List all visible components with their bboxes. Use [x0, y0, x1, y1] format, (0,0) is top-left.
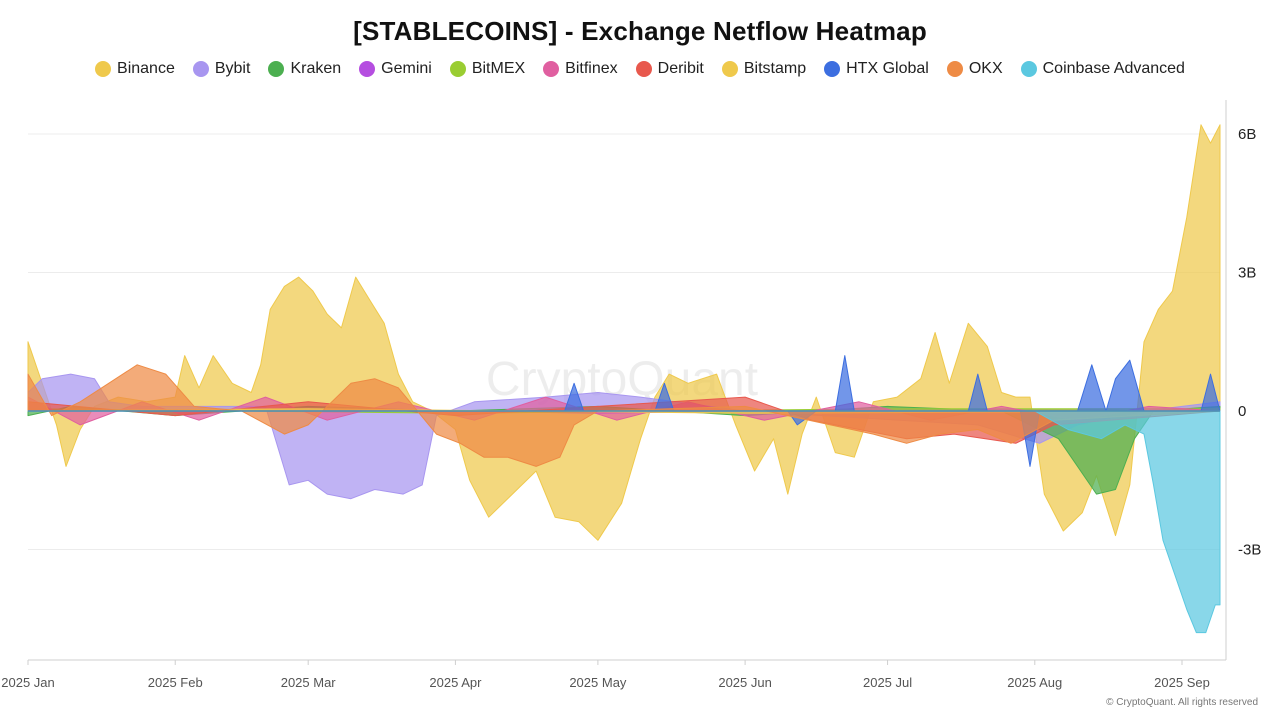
- legend-label: Binance: [117, 60, 175, 77]
- x-tick-label: 2025 Jan: [1, 675, 55, 690]
- legend-item-coinbase-advanced[interactable]: Coinbase Advanced: [1020, 60, 1185, 78]
- legend-dot: [268, 61, 285, 77]
- legend-dot: [543, 61, 560, 77]
- legend-label: Coinbase Advanced: [1042, 60, 1185, 77]
- legend-label: Bitfinex: [565, 60, 618, 77]
- x-tick-label: 2025 Apr: [429, 675, 482, 690]
- y-tick-label: 6B: [1238, 126, 1256, 143]
- legend-dot: [721, 61, 738, 77]
- legend-label: Deribit: [657, 60, 704, 77]
- legend-label: HTX Global: [846, 60, 929, 77]
- legend-dot: [359, 61, 376, 77]
- y-tick-label: -3B: [1238, 542, 1261, 559]
- x-tick-label: 2025 Sep: [1154, 675, 1210, 690]
- legend-label: OKX: [968, 60, 1003, 77]
- x-tick-label: 2025 Feb: [148, 675, 203, 690]
- legend-item-deribit[interactable]: Deribit: [635, 60, 704, 78]
- legend-item-htx-global[interactable]: HTX Global: [824, 60, 929, 78]
- legend-item-gemini[interactable]: Gemini: [359, 60, 432, 78]
- legend-item-bitfinex[interactable]: Bitfinex: [543, 60, 618, 78]
- legend-dot: [1020, 61, 1037, 77]
- legend-item-bitstamp[interactable]: Bitstamp: [721, 60, 807, 78]
- legend-dot: [946, 61, 963, 77]
- legend-dot: [95, 61, 112, 77]
- legend-item-binance[interactable]: Binance: [95, 60, 175, 78]
- chart-title: [STABLECOINS] - Exchange Netflow Heatmap: [353, 16, 927, 46]
- series-area-coinbase-advanced: [27, 410, 1221, 634]
- chart-legend: Binance Bybit Kraken Gemini BitMEX Bitfinex De…: [0, 60, 1280, 78]
- legend-label: Gemini: [381, 60, 432, 77]
- legend-item-kraken[interactable]: Kraken: [268, 60, 341, 78]
- series-area-okx: [27, 364, 1221, 467]
- y-tick-label: 0: [1238, 403, 1246, 420]
- legend-item-bybit[interactable]: Bybit: [192, 60, 251, 78]
- copyright-text: © CryptoQuant. All rights reserved: [1106, 697, 1258, 708]
- x-tick-label: 2025 Jun: [718, 675, 772, 690]
- legend-dot: [449, 61, 466, 77]
- legend-label: BitMEX: [471, 60, 526, 77]
- legend-dot: [635, 61, 652, 77]
- x-tick-label: 2025 Mar: [281, 675, 337, 690]
- x-tick-label: 2025 May: [569, 675, 627, 690]
- series-group: [27, 124, 1221, 634]
- legend-label: Bybit: [214, 60, 251, 77]
- legend-item-okx[interactable]: OKX: [946, 60, 1003, 78]
- legend-dot: [192, 61, 209, 77]
- y-tick-label: 3B: [1238, 265, 1256, 282]
- x-tick-label: 2025 Aug: [1007, 675, 1062, 690]
- legend-item-bitmex[interactable]: BitMEX: [449, 60, 526, 78]
- series-area-binance: [27, 124, 1221, 541]
- legend-label: Bitstamp: [743, 60, 807, 77]
- x-tick-label: 2025 Jul: [863, 675, 912, 690]
- legend-label: Kraken: [290, 60, 342, 77]
- legend-dot: [824, 61, 841, 77]
